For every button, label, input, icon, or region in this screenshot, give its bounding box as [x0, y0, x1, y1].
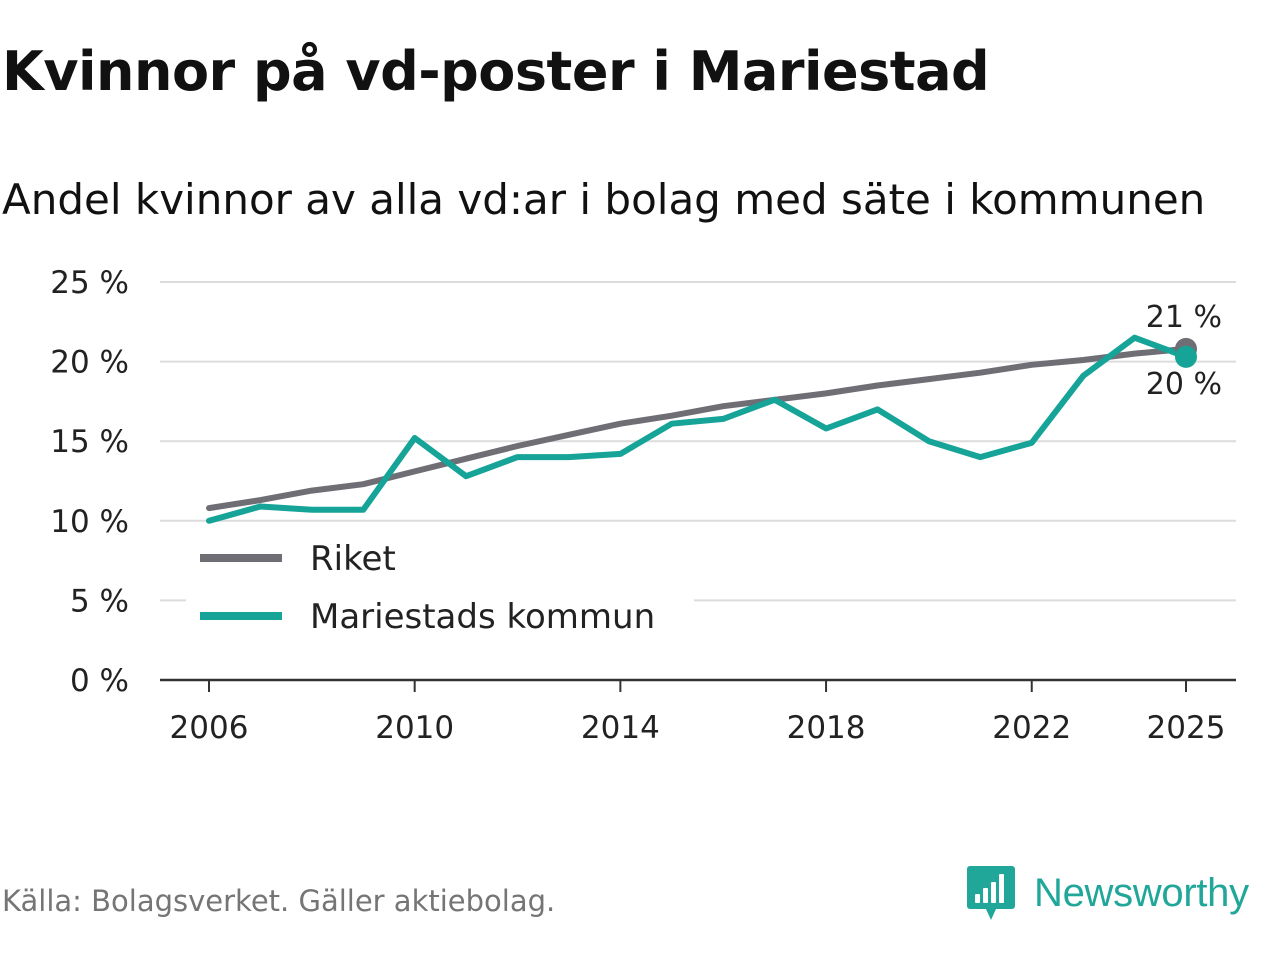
end-label-mariestads-kommun: 20 % [1146, 367, 1222, 402]
legend-label-riket: Riket [310, 539, 396, 579]
y-tick-label: 10 % [50, 504, 129, 540]
x-tick-label: 2010 [375, 710, 454, 746]
y-tick-label: 15 % [50, 424, 129, 460]
source-note: Källa: Bolagsverket. Gäller aktiebolag. [2, 884, 556, 918]
x-tick-label: 2022 [992, 710, 1071, 746]
end-label-riket: 21 % [1146, 300, 1222, 335]
brand-logo[interactable]: Newsworthy [966, 864, 1249, 922]
chart-subtitle: Andel kvinnor av alla vd:ar i bolag med … [2, 175, 1206, 224]
legend-label-mariestads-kommun: Mariestads kommun [310, 597, 655, 637]
series-line-mariestads-kommun [206, 334, 1189, 524]
y-tick-label: 20 % [50, 345, 129, 381]
end-point-mariestads-kommun [1175, 345, 1197, 368]
newsworthy-logo-icon [967, 866, 1015, 920]
series-line-riket [206, 345, 1189, 512]
x-tick-label: 2006 [170, 710, 249, 746]
brand-name: Newsworthy [1034, 870, 1249, 915]
chart-title: Kvinnor på vd-poster i Mariestad [2, 40, 990, 103]
y-tick-label: 25 % [50, 265, 129, 301]
x-tick-label: 2025 [1147, 710, 1226, 746]
y-tick-label: 0 % [70, 663, 129, 699]
legend-background [186, 528, 694, 646]
y-tick-label: 5 % [70, 583, 129, 619]
x-tick-label: 2014 [581, 710, 660, 746]
x-tick-label: 2018 [787, 710, 866, 746]
